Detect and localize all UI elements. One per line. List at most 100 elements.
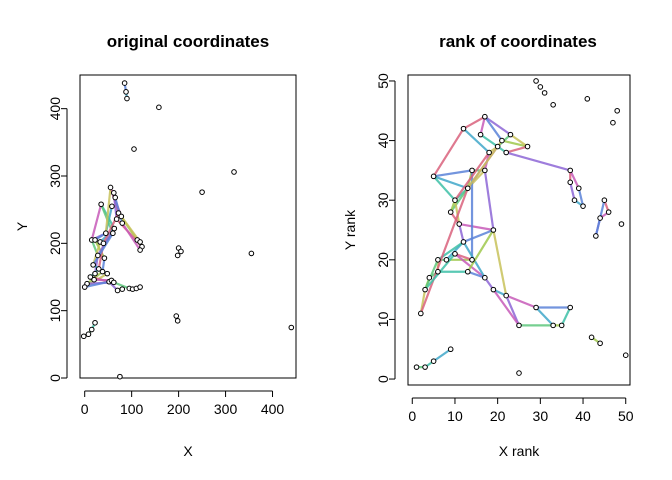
chart-title: rank of coordinates (439, 32, 597, 51)
data-point (92, 270, 98, 277)
network-edge (577, 187, 585, 208)
data-point (137, 247, 143, 253)
network-edge (83, 280, 111, 289)
plot-frame (79, 74, 297, 379)
network-edge (453, 252, 486, 279)
data-point (98, 201, 104, 208)
data-point (452, 251, 458, 257)
data-point (558, 322, 565, 329)
network-edge (104, 186, 112, 235)
data-point (80, 333, 87, 340)
data-point (575, 185, 582, 192)
data-point (610, 119, 616, 126)
data-point (567, 304, 574, 311)
data-point (101, 255, 108, 261)
data-point (486, 149, 492, 156)
data-point (118, 213, 125, 220)
data-point (482, 113, 488, 120)
network-edge (432, 169, 474, 178)
data-point (482, 274, 488, 281)
data-point (618, 221, 625, 227)
y-tick-label: 300 (47, 164, 63, 188)
y-tick-label: 30 (375, 192, 391, 208)
x-tick-label: 30 (533, 408, 549, 424)
network-edge (92, 232, 114, 266)
data-point (91, 276, 97, 283)
network-edge (500, 139, 529, 148)
network-edge (505, 151, 572, 172)
network-edge (432, 348, 452, 363)
data-point (90, 262, 96, 268)
data-point (443, 257, 450, 263)
data-point (580, 203, 586, 209)
x-tick-label: 0 (408, 408, 416, 424)
data-point (119, 220, 126, 226)
y-tick-label: 200 (47, 231, 63, 255)
data-point (541, 90, 548, 96)
panel-original-coordinates: original coordinates 0 100 200 300 400 X 0 100 20… (14, 32, 297, 459)
data-point (477, 131, 484, 138)
network-edge (479, 115, 486, 136)
data-point (248, 250, 255, 257)
data-point (112, 194, 119, 201)
network-edge (492, 288, 521, 327)
data-point (131, 146, 137, 152)
data-point (503, 292, 509, 299)
data-point (507, 131, 514, 138)
x-axis-label: X rank (499, 443, 540, 459)
data-point (490, 286, 497, 293)
y-axis-label: Y (14, 221, 30, 231)
x-tick-label: 50 (618, 408, 634, 424)
data-point (571, 197, 578, 203)
network-edge (569, 181, 576, 202)
network-edge (466, 228, 495, 273)
data-point (533, 78, 539, 84)
data-point (516, 322, 522, 329)
data-point (601, 197, 608, 203)
data-point (288, 324, 295, 331)
data-point (464, 185, 471, 192)
data-point (422, 286, 428, 293)
data-point (99, 268, 106, 275)
data-point (584, 96, 591, 102)
network-edge (432, 127, 465, 178)
data-point (123, 89, 129, 95)
data-point (137, 284, 143, 290)
y-axis-label: Y rank (342, 209, 358, 250)
data-point (119, 286, 126, 292)
data-point (435, 268, 441, 275)
data-point (537, 84, 544, 90)
data-point (100, 240, 107, 247)
network-edge (453, 199, 461, 226)
data-point (567, 167, 574, 174)
data-point (87, 274, 94, 280)
data-point (490, 227, 497, 233)
network-edge (121, 222, 142, 252)
data-point (456, 221, 463, 227)
network-edge (449, 187, 469, 214)
data-point (503, 149, 509, 156)
network-edge (483, 115, 504, 142)
data-point (430, 358, 437, 364)
data-point (435, 257, 441, 263)
network-edge (534, 306, 555, 327)
data-point (92, 319, 98, 326)
data-point (524, 143, 531, 150)
data-point (413, 364, 420, 370)
network-edge (462, 127, 491, 154)
data-point (114, 287, 121, 294)
chart-title: original coordinates (107, 32, 269, 51)
network-edge (93, 238, 106, 260)
network-edge (458, 222, 495, 232)
data-point (113, 216, 120, 222)
data-point (494, 143, 501, 150)
data-point (104, 270, 111, 277)
data-point (516, 370, 522, 376)
y-tick-label: 10 (375, 311, 391, 327)
data-point (95, 252, 101, 259)
data-point (174, 252, 181, 259)
data-point (92, 237, 98, 243)
y-tick-label: 40 (375, 133, 391, 149)
data-point (499, 137, 505, 144)
network-edge (483, 169, 495, 232)
